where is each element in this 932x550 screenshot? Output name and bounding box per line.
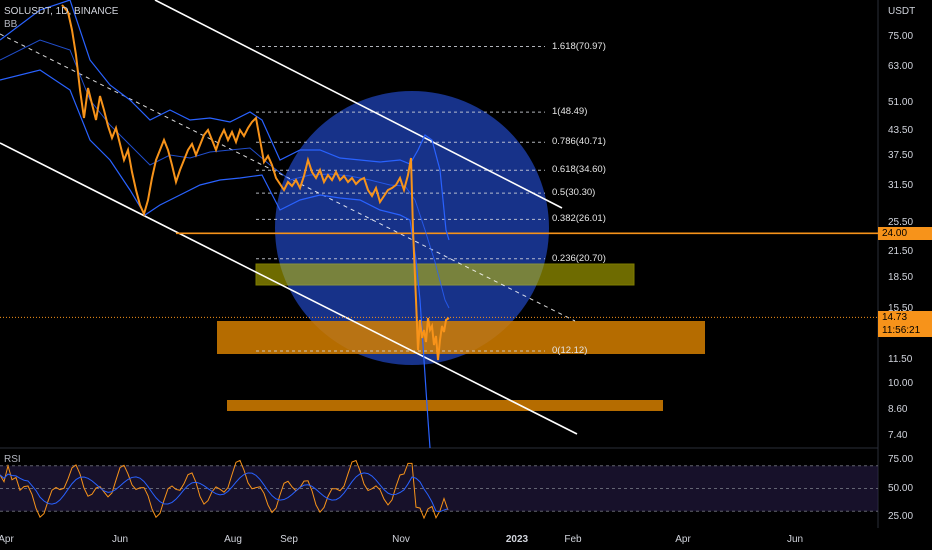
rsi-tick: 25.00	[888, 511, 914, 522]
price-tick: 31.50	[888, 180, 914, 192]
resistance-zone	[255, 263, 635, 286]
fibonacci-lines	[256, 46, 545, 352]
price-line	[61, 4, 450, 361]
time-tick: Jun	[111, 534, 129, 545]
price-tag: 24.00	[878, 227, 932, 241]
fib-label: 0.618(34.60)	[552, 164, 606, 176]
price-tick: 8.60	[888, 404, 908, 416]
symbol-title[interactable]: SOLUSDT, 1D, BINANCE	[4, 6, 119, 17]
lower-support-zone	[227, 400, 663, 411]
time-tick: Feb	[564, 534, 582, 545]
fib-label: 0.382(26.01)	[552, 213, 606, 225]
channel-midline	[0, 33, 576, 322]
price-channel	[0, 0, 878, 435]
price-tick: 21.50	[888, 246, 914, 258]
price-tick: 75.00	[888, 31, 914, 42]
fib-label: 1(48.49)	[552, 106, 588, 118]
fib-label: 1.618(70.97)	[552, 40, 606, 52]
price-tag: 11:56:21	[878, 323, 932, 337]
price-tick: 11.50	[888, 354, 913, 365]
time-tick: 2023	[505, 534, 529, 545]
chart-background	[0, 0, 879, 528]
price-tick: 7.40	[888, 429, 908, 441]
bb-upper	[0, 0, 450, 241]
support-zone	[217, 321, 705, 354]
price-tick: 25.50	[888, 216, 914, 228]
rsi-ma-line	[0, 472, 449, 513]
price-tick: 51.00	[888, 97, 914, 109]
rsi-line	[0, 459, 449, 520]
currency-label: USDT	[888, 6, 916, 17]
time-tick: Apr	[0, 534, 14, 545]
price-series	[61, 4, 450, 361]
time-tick: Apr	[675, 534, 691, 545]
channel-upper	[154, 0, 563, 209]
highlight-zones	[217, 91, 705, 411]
price-tick: 15.50	[888, 302, 914, 314]
indicator-label-rsi[interactable]: RSI	[4, 454, 21, 465]
price-tick: 63.00	[888, 61, 914, 73]
indicator-label-bb[interactable]: BB	[4, 19, 18, 30]
fib-label: 0.786(40.71)	[552, 136, 606, 148]
fib-label: 0.236(20.70)	[552, 252, 606, 264]
fib-label: 0.5(30.30)	[552, 187, 596, 199]
rsi-tick: 50.00	[888, 482, 914, 494]
time-tick: Sep	[280, 534, 298, 545]
time-tick: Jun	[786, 534, 804, 545]
price-tick: 18.50	[888, 272, 914, 284]
rsi-tick: 75.00	[888, 454, 914, 465]
price-tag: 14.73	[878, 311, 932, 325]
bb-basis	[0, 39, 450, 309]
channel-lower	[0, 142, 578, 435]
time-tick: Nov	[392, 534, 410, 545]
rsi-pane	[0, 459, 878, 520]
time-tick: Aug	[224, 534, 242, 545]
price-tick: 43.50	[888, 124, 914, 136]
price-tick: 10.00	[888, 378, 914, 390]
fib-label: 0(12.12)	[552, 344, 588, 356]
price-tick: 37.50	[888, 150, 914, 162]
